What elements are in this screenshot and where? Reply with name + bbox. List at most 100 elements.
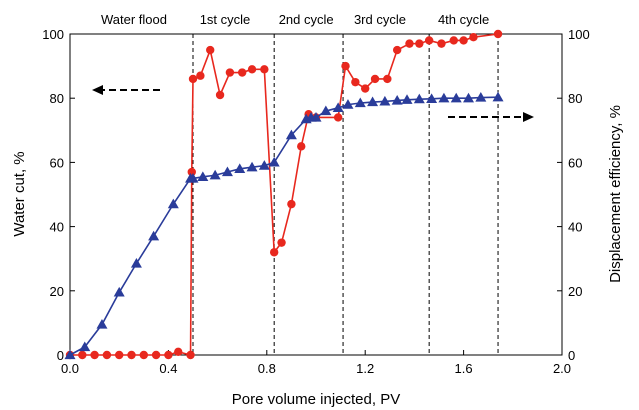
left-y-axis-ticks: 0 20 40 60 80 100 (42, 27, 75, 363)
data-point (151, 350, 161, 360)
data-point (415, 39, 424, 48)
data-point (459, 36, 468, 45)
x-axis-ticks: 0.0 0.4 0.8 1.2 1.6 2.0 (61, 350, 571, 376)
data-point (247, 65, 257, 74)
right-y-tick-label: 60 (568, 155, 582, 170)
data-point (405, 39, 414, 48)
data-point (148, 230, 160, 241)
data-point (320, 105, 332, 116)
data-point (413, 93, 425, 104)
data-point (287, 199, 296, 209)
data-point (285, 129, 297, 140)
data-point (463, 92, 475, 103)
data-point (187, 167, 196, 177)
data-point (225, 68, 235, 77)
data-point (90, 350, 99, 360)
left-y-axis-title: Water cut, % (11, 151, 28, 236)
right-y-tick-label: 80 (568, 91, 582, 106)
data-point (174, 347, 183, 356)
data-point (221, 166, 233, 177)
data-point (341, 61, 350, 71)
data-point (196, 71, 205, 80)
plot-frame (69, 33, 563, 356)
data-point (139, 350, 148, 360)
data-point (130, 258, 142, 268)
data-point (391, 94, 403, 105)
x-axis-title: Pore volume injected, PV (232, 391, 400, 408)
left-y-tick-label: 0 (57, 348, 64, 363)
stage-label: 3rd cycle (354, 12, 406, 27)
data-point (96, 319, 108, 329)
data-point (354, 97, 366, 108)
data-point (450, 92, 462, 103)
left-y-tick-label: 60 (50, 155, 64, 170)
data-point (370, 74, 380, 84)
stage-dividers (192, 34, 499, 355)
data-point (383, 74, 392, 84)
stage-label: Water flood (101, 12, 167, 27)
data-point (438, 92, 450, 103)
data-point (186, 350, 195, 360)
stage-label: 1st cycle (200, 12, 251, 27)
displacement-efficiency-series (64, 91, 504, 360)
data-point (426, 93, 438, 103)
data-point (246, 161, 258, 172)
x-tick-label: 2.0 (553, 361, 571, 376)
data-point (188, 74, 198, 84)
data-point (492, 91, 504, 102)
right-y-tick-label: 0 (568, 348, 575, 363)
right-y-axis-ticks: 0 20 40 60 80 100 (557, 27, 590, 363)
data-point (449, 36, 458, 45)
left-y-tick-label: 40 (50, 220, 64, 235)
data-point (277, 238, 286, 247)
data-point (379, 95, 391, 106)
data-point (424, 36, 434, 45)
right-y-tick-label: 20 (568, 284, 582, 299)
data-point (469, 33, 478, 42)
right-y-tick-label: 40 (568, 220, 582, 235)
data-point (115, 350, 124, 360)
data-point (342, 99, 354, 109)
series-line (70, 33, 499, 357)
left-axis-arrow (92, 85, 160, 95)
data-point (269, 248, 279, 257)
data-point (78, 350, 87, 360)
water-cut-series (65, 29, 503, 360)
left-y-tick-label: 20 (50, 284, 64, 299)
data-point (351, 77, 360, 87)
right-axis-arrow (448, 112, 534, 122)
data-point (258, 160, 270, 170)
data-point (209, 169, 221, 180)
x-tick-label: 0.4 (159, 361, 177, 376)
data-point (197, 171, 209, 181)
data-point (234, 163, 246, 173)
left-y-tick-label: 100 (42, 27, 64, 42)
data-point (187, 172, 199, 183)
data-point (333, 113, 343, 122)
x-tick-label: 0.0 (61, 361, 79, 376)
data-point (361, 84, 370, 93)
data-point (268, 156, 280, 167)
x-tick-label: 0.8 (258, 361, 276, 376)
data-point (206, 45, 215, 55)
x-tick-label: 1.2 (356, 361, 374, 376)
data-point (437, 39, 446, 48)
right-y-axis-title: Displacement efficiency, % (607, 105, 624, 283)
stage-label: 2nd cycle (279, 12, 334, 27)
data-point (401, 94, 413, 104)
data-point (332, 102, 344, 112)
data-point (493, 29, 503, 39)
data-point (367, 96, 379, 107)
x-tick-label: 1.6 (455, 361, 473, 376)
left-y-tick-label: 80 (50, 91, 64, 106)
data-point (392, 45, 402, 55)
data-point (102, 350, 112, 360)
data-point (167, 198, 179, 209)
data-point (297, 142, 306, 151)
data-point (215, 90, 225, 100)
data-point (127, 350, 136, 360)
data-point (260, 65, 269, 74)
data-point (310, 111, 322, 122)
data-point (238, 68, 247, 77)
